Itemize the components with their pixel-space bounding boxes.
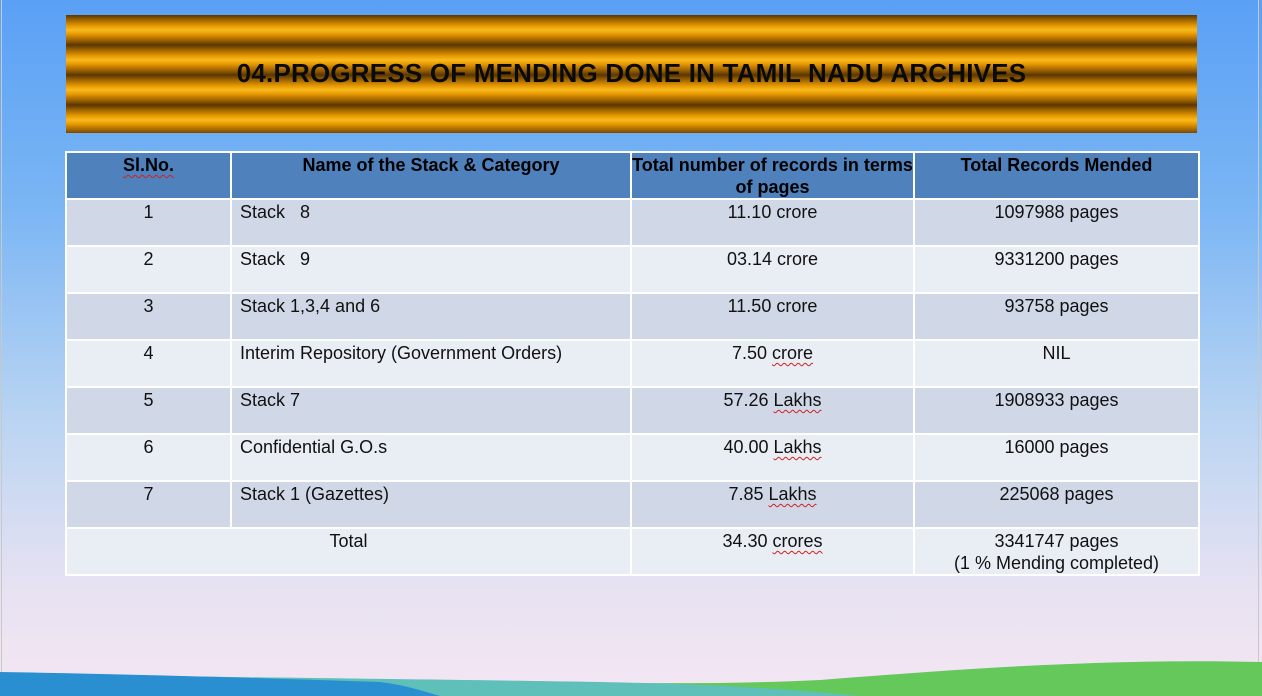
cell-total-pages: 40.00 Lakhs [630,433,915,482]
total-row: Total 34.30 crores 3341747 pages (1 % Me… [65,527,1200,576]
cell-sl-no: 7 [65,480,232,529]
table-row: 3 Stack 1,3,4 and 6 11.50 crore 93758 pa… [65,292,1200,341]
slide-title: 04.PROGRESS OF MENDING DONE IN TAMIL NAD… [236,57,1027,88]
cell-records-mended: NIL [913,339,1200,388]
total-mended-pages: 3341747 pages [994,531,1119,551]
cell-sl-no: 6 [65,433,232,482]
cell-sl-no: 2 [65,245,232,294]
mending-progress-table: Sl.No. Name of the Stack & Category Tota… [65,151,1200,576]
cell-total-pages: 11.10 crore [630,198,915,247]
cell-stack-name: Stack 1 (Gazettes) [230,480,632,529]
header-total-pages: Total number of records in terms of page… [630,151,915,200]
table-row: 1 Stack 8 11.10 crore 1097988 pages [65,198,1200,247]
cell-records-mended: 1908933 pages [913,386,1200,435]
cell-total-pages: 11.50 crore [630,292,915,341]
total-mended-percent: (1 % Mending completed) [953,553,1160,573]
cell-stack-name: Stack 7 [230,386,632,435]
cell-stack-name: Confidential G.O.s [230,433,632,482]
table-row: 7 Stack 1 (Gazettes) 7.85 Lakhs 225068 p… [65,480,1200,529]
footer-wave-decoration [0,661,1262,696]
cell-sl-no: 1 [65,198,232,247]
cell-records-mended: 93758 pages [913,292,1200,341]
cell-total-pages: 7.50 crore [630,339,915,388]
cell-total-pages: 57.26 Lakhs [630,386,915,435]
cell-stack-name: Stack 9 [230,245,632,294]
title-banner: 04.PROGRESS OF MENDING DONE IN TAMIL NAD… [66,15,1197,133]
cell-total-pages: 03.14 crore [630,245,915,294]
table-row: 2 Stack 9 03.14 crore 9331200 pages [65,245,1200,294]
cell-records-mended: 225068 pages [913,480,1200,529]
cell-sl-no: 4 [65,339,232,388]
table-row: 4 Interim Repository (Government Orders)… [65,339,1200,388]
cell-sl-no: 5 [65,386,232,435]
cell-records-mended: 1097988 pages [913,198,1200,247]
table-row: 6 Confidential G.O.s 40.00 Lakhs 16000 p… [65,433,1200,482]
total-label: Total [65,527,632,576]
cell-records-mended: 16000 pages [913,433,1200,482]
total-pages-cell: 34.30 crores [630,527,915,576]
cell-sl-no: 3 [65,292,232,341]
total-mended-cell: 3341747 pages (1 % Mending completed) [913,527,1200,576]
cell-stack-name: Stack 1,3,4 and 6 [230,292,632,341]
cell-total-pages: 7.85 Lakhs [630,480,915,529]
header-sl-no: Sl.No. [65,151,232,200]
cell-records-mended: 9331200 pages [913,245,1200,294]
table-row: 5 Stack 7 57.26 Lakhs 1908933 pages [65,386,1200,435]
cell-stack-name: Interim Repository (Government Orders) [230,339,632,388]
cell-stack-name: Stack 8 [230,198,632,247]
header-records-mended: Total Records Mended [913,151,1200,200]
table-header-row: Sl.No. Name of the Stack & Category Tota… [65,151,1200,200]
header-stack-name: Name of the Stack & Category [230,151,632,200]
